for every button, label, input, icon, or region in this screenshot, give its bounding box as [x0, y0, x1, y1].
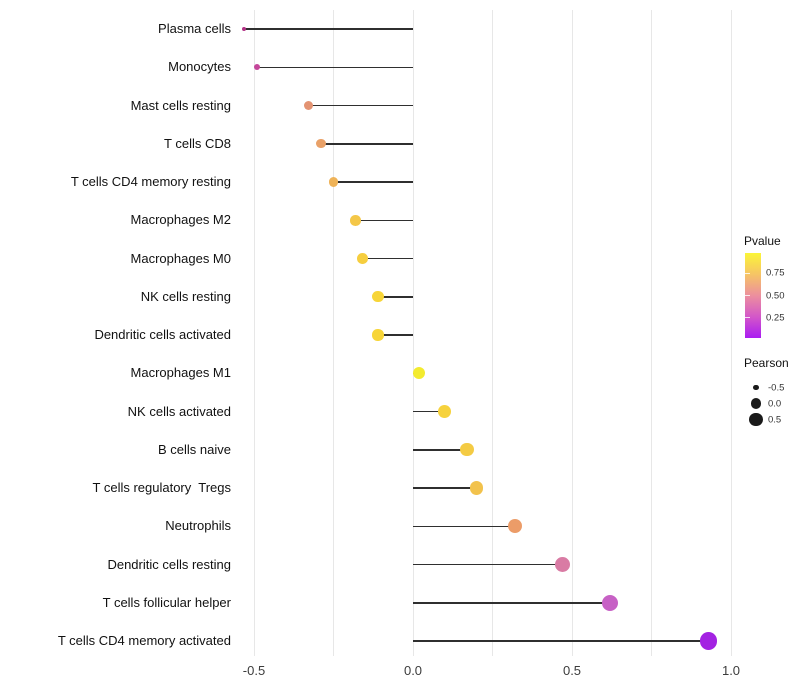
pvalue-tick-label: 0.50: [766, 290, 785, 301]
category-label: Dendritic cells activated: [94, 327, 231, 342]
x-axis-tick-label: -0.5: [242, 663, 266, 678]
lollipop-stem: [413, 563, 563, 566]
category-label: Neutrophils: [165, 518, 231, 534]
lollipop-stem: [413, 602, 611, 604]
pearson-legend-label: -0.5: [768, 382, 785, 393]
lollipop-stem: [413, 525, 515, 527]
lollipop-point: [469, 481, 484, 495]
category-label: Macrophages M0: [130, 250, 231, 266]
panel-gridline: [253, 10, 255, 656]
pvalue-tick-label: 0.25: [766, 312, 785, 324]
lollipop-point: [507, 519, 522, 534]
pearson-legend-label: 0.5: [768, 414, 782, 425]
category-label: Macrophages M1: [130, 365, 231, 381]
pvalue-legend-title: Pvalue: [744, 234, 781, 248]
category-label: T cells CD4 memory resting: [70, 174, 231, 189]
lollipop-stem: [378, 334, 413, 336]
pvalue-gradient-tick: [745, 272, 750, 275]
lollipop-point: [460, 443, 474, 457]
lollipop-point: [316, 139, 326, 149]
lollipop-stem: [308, 104, 413, 107]
panel-gridline: [492, 10, 493, 656]
pearson-legend-label: 0.0: [768, 398, 782, 409]
category-label: T cells follicular helper: [102, 594, 231, 610]
lollipop-point: [554, 556, 571, 573]
panel-gridline: [333, 10, 334, 656]
lollipop-stem: [320, 143, 413, 145]
category-label: Mast cells resting: [130, 97, 231, 113]
category-label: Macrophages M2: [130, 212, 231, 228]
lollipop-stem: [413, 449, 468, 451]
category-label: T cells CD8: [164, 135, 231, 151]
pvalue-gradient-tick: [745, 294, 750, 297]
lollipop-stem: [333, 181, 413, 183]
pearson-legend-dot: [753, 384, 759, 391]
category-label: T cells CD4 memory activated: [57, 633, 231, 648]
x-axis-tick-label: 0.5: [562, 663, 582, 678]
category-label: T cells regulatory Tregs: [92, 480, 231, 495]
lollipop-point: [303, 101, 313, 110]
category-label: B cells naive: [158, 441, 231, 457]
panel-gridline: [651, 10, 652, 656]
lollipop-point: [699, 632, 718, 650]
pvalue-gradient-bar: [745, 253, 761, 338]
pvalue-gradient-tick: [745, 316, 750, 319]
panel-gridline: [412, 10, 414, 656]
category-label: NK cells resting: [140, 288, 231, 304]
category-label: Monocytes: [168, 59, 231, 75]
x-axis-tick-label: 1.0: [721, 663, 741, 678]
lollipop-stem: [362, 257, 413, 260]
lollipop-point: [413, 367, 426, 380]
lollipop-point: [350, 214, 362, 226]
lollipop-point: [602, 594, 619, 611]
lollipop-point: [372, 329, 384, 341]
lollipop-stem: [257, 66, 413, 68]
pearson-legend-title: Pearson: [744, 356, 789, 370]
pearson-legend-dot: [749, 412, 763, 427]
lollipop-point: [438, 405, 452, 418]
lollipop-stem: [413, 410, 445, 413]
pearson-legend-dot: [750, 398, 762, 409]
panel-gridline: [730, 10, 732, 656]
lollipop-point: [356, 253, 368, 264]
pvalue-tick-label: 0.75: [766, 267, 785, 279]
lollipop-point: [242, 27, 247, 31]
lollipop-point: [254, 64, 261, 71]
panel-gridline: [571, 10, 573, 656]
lollipop-point: [372, 291, 384, 303]
lollipop-point: [328, 177, 339, 187]
category-label: Plasma cells: [158, 21, 231, 36]
lollipop-stem: [378, 296, 413, 298]
lollipop-stem: [244, 28, 413, 30]
lollipop-stem: [413, 487, 477, 489]
category-label: Dendritic cells resting: [107, 556, 231, 572]
lollipop-stem: [355, 219, 413, 221]
lollipop-stem: [413, 640, 709, 642]
category-label: NK cells activated: [127, 403, 231, 419]
x-axis-tick-label: 0.0: [403, 663, 423, 678]
